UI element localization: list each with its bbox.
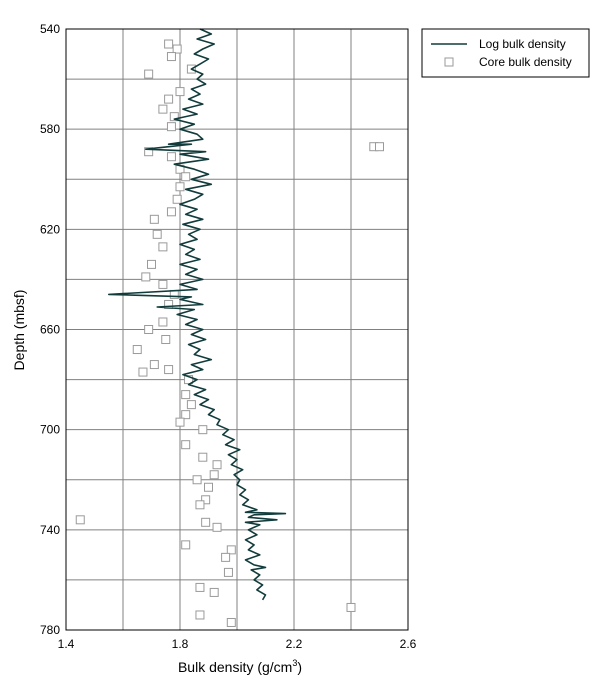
core-density-point [166, 52, 176, 62]
x-axis-title-main: Bulk density (g/cm [178, 659, 292, 675]
core-density-point [212, 522, 222, 532]
core-density-point [184, 375, 194, 385]
core-density-point [195, 610, 205, 620]
core-density-point [147, 259, 156, 269]
x-tick-label: 1.8 [172, 637, 189, 651]
core-density-point [161, 335, 171, 345]
core-density-point [226, 545, 236, 555]
core-density-point [181, 410, 191, 420]
core-density-point [198, 425, 208, 435]
legend-swatch-core [444, 57, 454, 67]
core-density-point [195, 500, 205, 510]
core-density-point [175, 87, 185, 97]
core-density-point [158, 104, 168, 114]
legend: Log bulk density Core bulk density [421, 28, 590, 78]
core-density-point [201, 517, 211, 527]
core-density-point [141, 272, 151, 282]
legend-label-core: Core bulk density [479, 55, 572, 69]
core-density-point [132, 345, 142, 355]
core-density-point [221, 552, 231, 562]
x-axis-title-tail: ) [297, 659, 302, 675]
core-series [75, 39, 384, 627]
y-tick-label: 540 [40, 22, 60, 36]
x-axis-title: Bulk density (g/cm3) [178, 658, 302, 675]
core-density-point [149, 214, 159, 224]
y-tick-label: 660 [40, 323, 60, 337]
core-density-point [375, 142, 384, 152]
tick-labels: 1.4 1.8 2.2 2.6 540 580 620 660 700 740 780 [40, 22, 417, 651]
core-density-point [226, 617, 236, 627]
log-density-line [108, 28, 287, 601]
core-density-point [209, 470, 219, 480]
core-density-point [172, 194, 182, 204]
core-density-point [175, 417, 185, 427]
core-density-point [346, 602, 356, 612]
x-tick-label: 2.6 [400, 637, 417, 651]
y-tick-label: 780 [40, 623, 60, 637]
plot-frame [65, 28, 409, 631]
core-density-point [166, 122, 176, 132]
core-density-point [164, 365, 174, 375]
core-density-point [198, 452, 208, 462]
core-density-point [149, 360, 159, 370]
legend-label-log: Log bulk density [479, 37, 566, 51]
core-density-point [75, 515, 85, 525]
core-density-point [166, 207, 176, 217]
core-density-point [144, 325, 154, 334]
core-density-point [158, 279, 168, 289]
core-density-point [144, 69, 154, 79]
core-density-point [181, 172, 191, 182]
y-tick-label: 740 [40, 523, 60, 537]
y-tick-label: 620 [40, 222, 60, 236]
core-density-point [204, 482, 213, 492]
core-density-point [192, 475, 202, 485]
core-density-point [201, 495, 211, 505]
core-density-point [166, 152, 176, 162]
core-density-point [172, 44, 182, 54]
core-density-point [209, 587, 219, 597]
core-density-point [175, 182, 185, 192]
y-axis-title: Depth (mbsf) [11, 290, 27, 371]
core-density-point [212, 460, 222, 470]
legend-box [421, 28, 590, 78]
core-density-point [152, 229, 162, 239]
log-series [108, 28, 287, 601]
core-density-point [181, 440, 191, 450]
core-density-point [158, 242, 168, 252]
x-tick-label: 1.4 [58, 637, 75, 651]
core-density-point [223, 567, 233, 577]
core-density-point [181, 540, 191, 550]
x-axis-title-sup: 3 [292, 658, 297, 668]
core-density-point [195, 582, 205, 592]
y-tick-label: 580 [40, 122, 60, 136]
core-density-point [186, 400, 196, 410]
y-tick-label: 700 [40, 423, 60, 437]
core-density-point [158, 317, 168, 327]
core-density-point [164, 39, 174, 49]
grid [65, 28, 409, 631]
core-density-point [138, 367, 148, 377]
core-density-point [144, 147, 154, 157]
core-density-point [181, 390, 191, 400]
core-density-point [169, 112, 179, 122]
x-tick-label: 2.2 [286, 637, 303, 651]
core-density-point [164, 94, 174, 104]
